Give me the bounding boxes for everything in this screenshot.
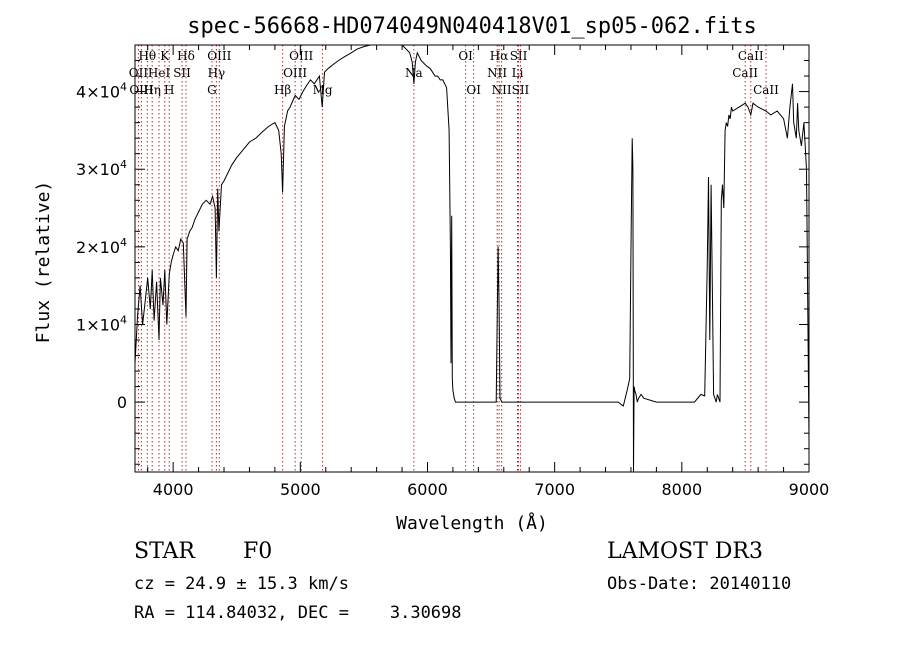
x-tick-label: 5000 <box>280 480 321 499</box>
line-label: OIII <box>283 66 307 80</box>
y-tick-label: 3×104 <box>76 158 127 179</box>
line-label: G <box>207 83 217 97</box>
line-label: K <box>160 49 170 63</box>
line-label: SII <box>510 49 528 63</box>
line-label: Hγ <box>208 66 226 80</box>
coordinates-text: RA = 114.84032, DEC = 3.30698 <box>134 603 462 623</box>
line-label: OII <box>129 66 149 80</box>
line-label: CaII <box>738 49 764 63</box>
line-label: Hθ <box>138 49 156 63</box>
x-tick-label: 8000 <box>661 480 702 499</box>
line-label: OI <box>458 49 473 63</box>
x-axis-label: Wavelength (Å) <box>396 512 548 534</box>
y-tick-label: 2×104 <box>76 236 127 257</box>
line-label: HeI <box>148 66 171 80</box>
line-label: NII <box>487 66 507 80</box>
line-label: OI <box>466 83 481 97</box>
line-label: OIII <box>289 49 313 63</box>
chart-title: spec-56668-HD074049N040418V01_sp05-062.f… <box>187 14 757 39</box>
x-tick-label: 9000 <box>789 480 830 499</box>
x-tick-label: 6000 <box>407 480 448 499</box>
line-label: Hδ <box>177 49 195 63</box>
x-tick-label: 4000 <box>153 480 194 499</box>
line-label: SII <box>173 66 191 80</box>
object-subclass: F0 <box>243 539 273 564</box>
y-axis-label: Flux (relative) <box>33 181 54 344</box>
line-label: SII <box>512 83 530 97</box>
line-label: NII <box>492 83 512 97</box>
line-label: Li <box>512 66 524 80</box>
emission-line-markers <box>137 45 767 472</box>
object-class: STAR <box>134 539 195 564</box>
line-label: Hβ <box>274 83 291 97</box>
line-label: CaII <box>732 66 758 80</box>
line-label: Na <box>405 66 423 80</box>
line-label: H <box>164 83 174 97</box>
plot-frame <box>134 44 810 473</box>
line-label: Hα <box>490 49 509 63</box>
line-label: Hη <box>143 83 161 97</box>
x-tick-label: 7000 <box>534 480 575 499</box>
y-axis: 0 1×104 2×104 3×104 4×104 <box>76 60 809 465</box>
obs-date-text: Obs-Date: 20140110 <box>607 574 792 594</box>
y-tick-label: 4×104 <box>76 81 127 102</box>
spectrum-line <box>134 44 810 473</box>
line-label: CaII <box>753 83 779 97</box>
emission-line-labels: OIIOIIIHθHηHeIKHSIIHδGHγOIIIHβOIIIOIIIMg… <box>129 49 779 97</box>
x-axis: 4000 5000 6000 7000 8000 9000 <box>147 45 830 499</box>
survey-name: LAMOST DR3 <box>607 539 763 564</box>
y-tick-label: 0 <box>117 393 127 412</box>
y-tick-label: 1×104 <box>76 313 127 334</box>
line-label: OIII <box>207 49 231 63</box>
line-label: Mg <box>313 83 333 97</box>
redshift-text: cz = 24.9 ± 15.3 km/s <box>134 574 349 594</box>
